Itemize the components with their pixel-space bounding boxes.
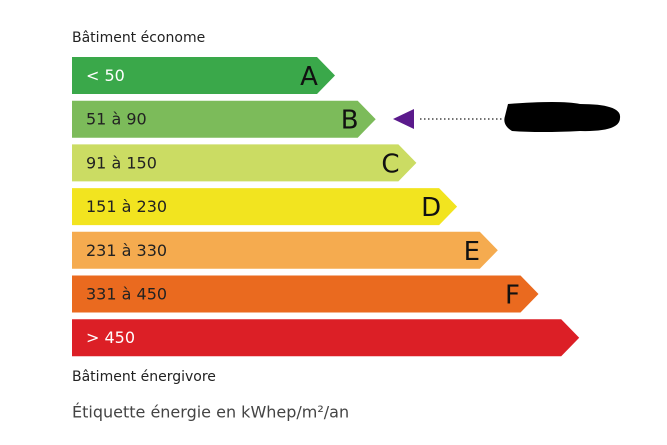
class-range: 151 à 230 bbox=[86, 197, 167, 216]
class-range: 231 à 330 bbox=[86, 241, 167, 260]
class-range: 331 à 450 bbox=[86, 285, 167, 304]
class-range: 91 à 150 bbox=[86, 153, 157, 172]
class-range: > 450 bbox=[86, 328, 135, 347]
class-bar bbox=[72, 188, 458, 226]
class-bar bbox=[72, 275, 539, 313]
class-letter: A bbox=[300, 62, 318, 92]
class-range: < 50 bbox=[86, 66, 125, 85]
class-range: 51 à 90 bbox=[86, 110, 147, 129]
caption: Étiquette énergie en kWhep/m²/an bbox=[72, 403, 349, 422]
class-bar bbox=[72, 100, 376, 138]
class-bar bbox=[72, 319, 580, 357]
header-title: Bâtiment économe bbox=[72, 30, 205, 46]
class-bar bbox=[72, 57, 335, 94]
class-letter: E bbox=[464, 237, 480, 267]
footer-title: Bâtiment énergivore bbox=[72, 369, 216, 385]
redaction bbox=[504, 102, 621, 132]
indicator-arrow bbox=[393, 109, 414, 129]
class-letter: B bbox=[341, 106, 359, 136]
class-bar bbox=[72, 231, 498, 269]
class-letter: F bbox=[505, 281, 520, 311]
class-bar bbox=[72, 144, 417, 182]
class-letter: C bbox=[381, 149, 399, 179]
class-letter: D bbox=[421, 193, 441, 223]
